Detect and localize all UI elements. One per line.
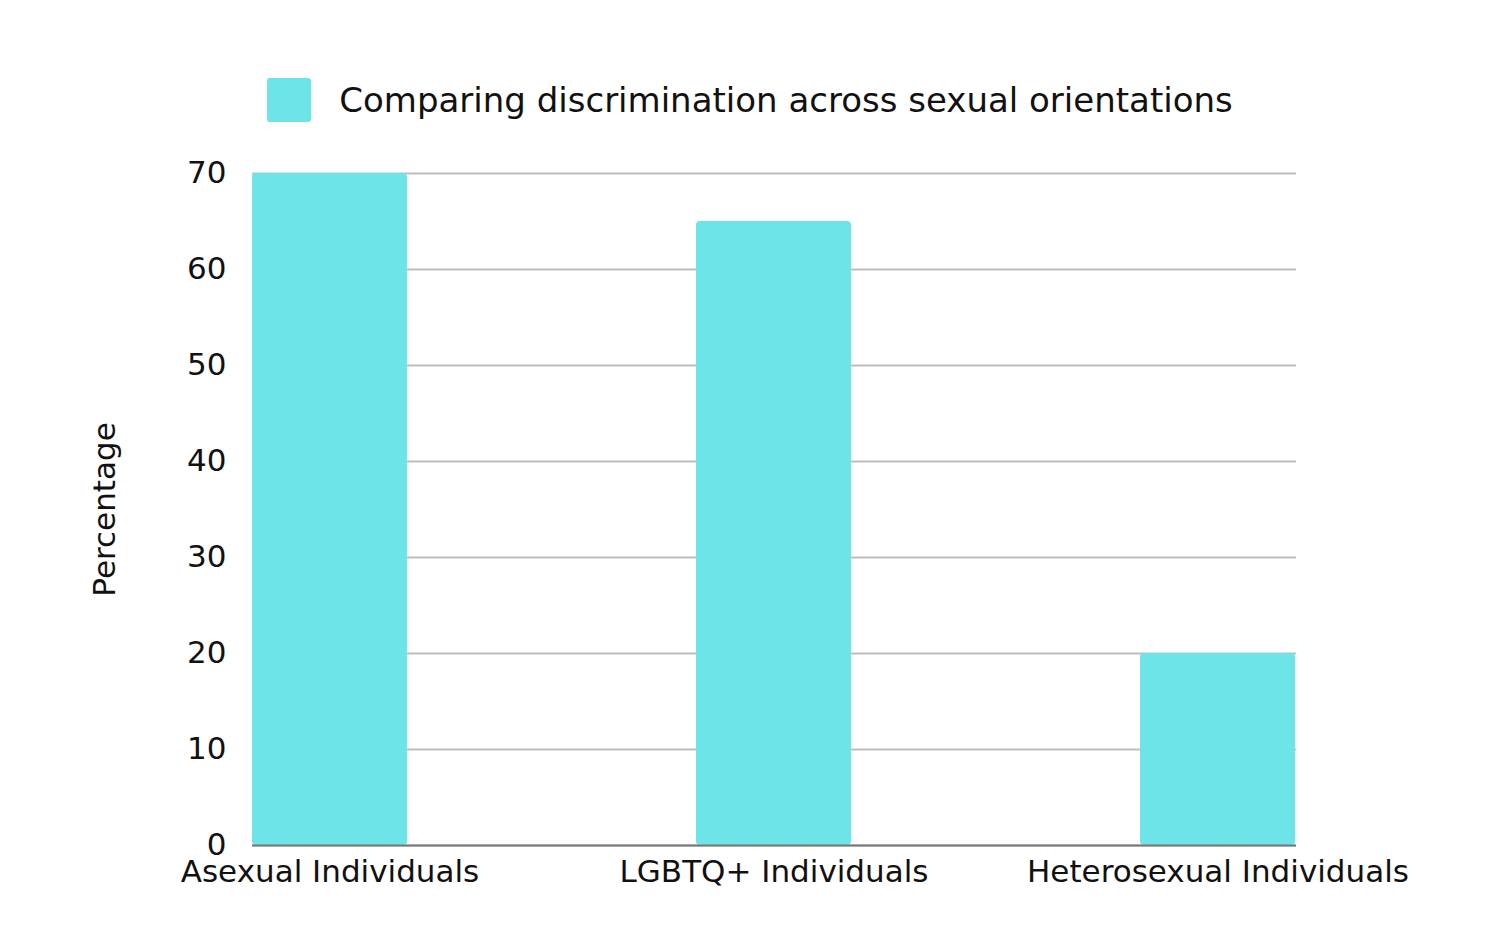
svg-text:60: 60: [187, 250, 226, 286]
svg-text:Asexual Individuals: Asexual Individuals: [181, 853, 479, 889]
svg-text:30: 30: [187, 538, 226, 574]
html-text:Comparing discrimination acros: Comparing discrimination across sexual o…: [339, 80, 1233, 120]
svg-text:LGBTQ+ Individuals: LGBTQ+ Individuals: [620, 853, 929, 889]
svg-text:0: 0: [206, 826, 227, 863]
svg-text:Heterosexual Individuals: Heterosexual Individuals: [1027, 853, 1409, 889]
svg-text:40: 40: [187, 442, 226, 478]
svg-text:10: 10: [187, 730, 226, 766]
svg-text:Percentage: Percentage: [86, 422, 122, 596]
svg-text:50: 50: [187, 346, 226, 382]
svg-text:70: 70: [187, 154, 226, 190]
svg-text:20: 20: [187, 634, 226, 670]
